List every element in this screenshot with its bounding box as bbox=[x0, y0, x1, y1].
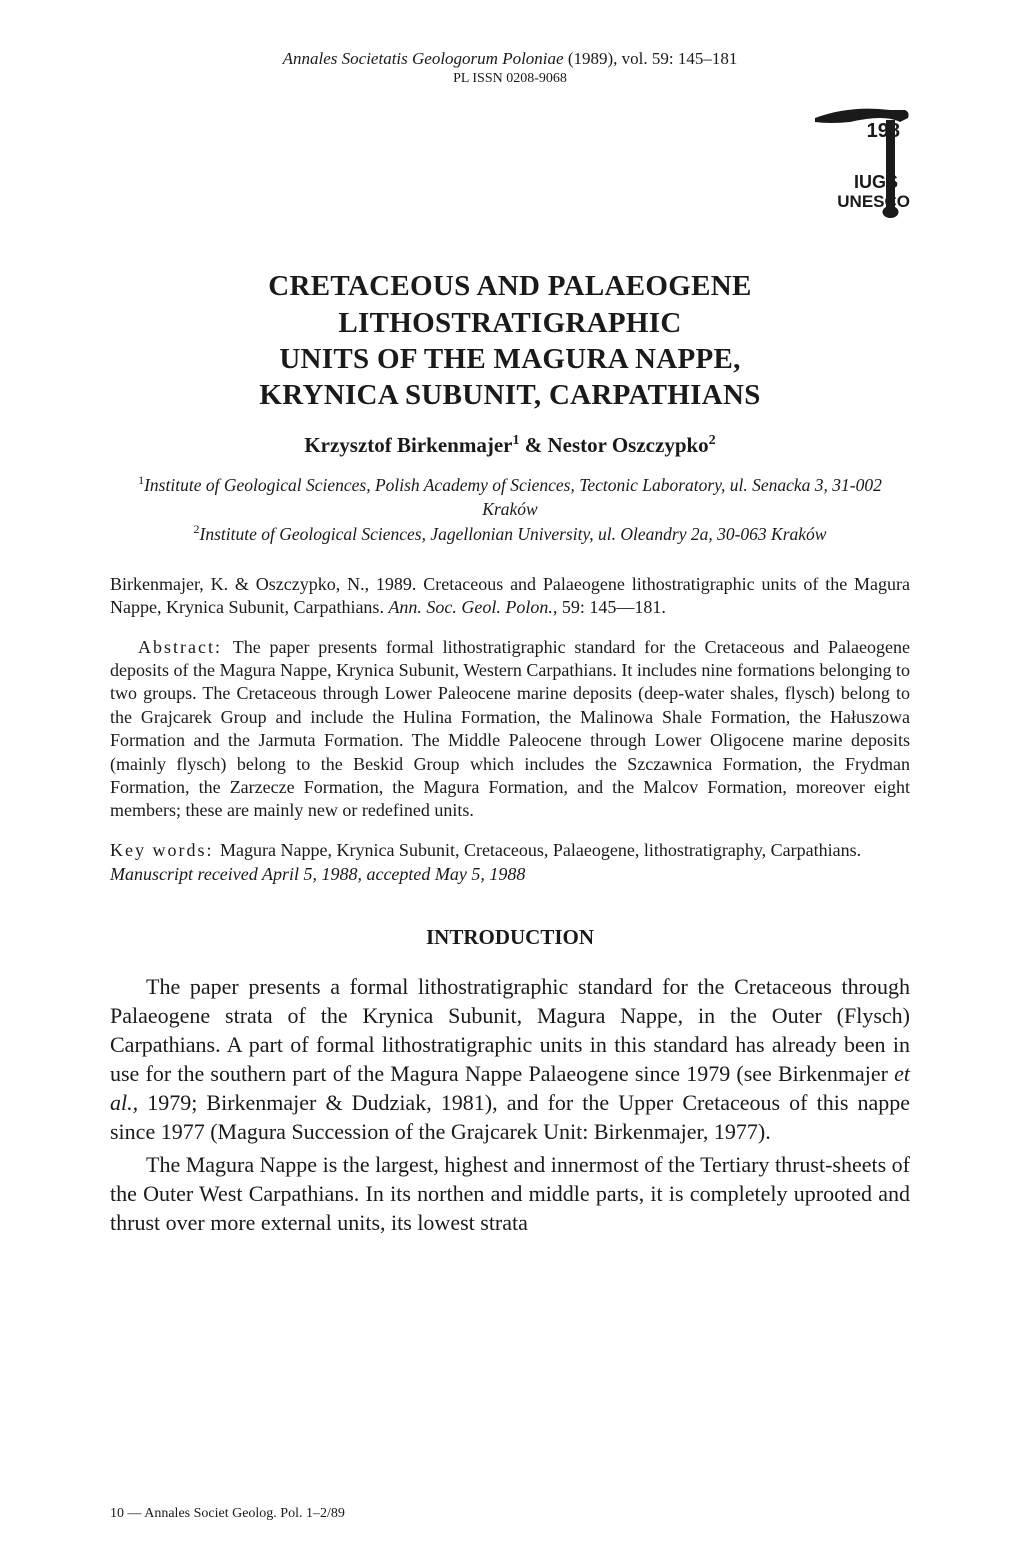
keywords-block: Key words: Magura Nappe, Krynica Subunit… bbox=[110, 839, 910, 862]
keywords-label: Key words: bbox=[110, 840, 220, 860]
p1-text-b: 1979; Birkenmajer & Dudziak, 1981), and … bbox=[110, 1090, 910, 1144]
affil-1-text: Institute of Geological Sciences, Polish… bbox=[144, 475, 882, 519]
affiliations: 1Institute of Geological Sciences, Polis… bbox=[110, 472, 910, 547]
citation-pages: 59: 145—181. bbox=[557, 597, 666, 617]
authors-amp: & bbox=[520, 433, 548, 457]
journal-header: Annales Societatis Geologorum Poloniae (… bbox=[110, 48, 910, 88]
title-line-3: UNITS OF THE MAGURA NAPPE, bbox=[110, 341, 910, 377]
author-1: Krzysztof Birkenmajer bbox=[304, 433, 512, 457]
journal-citation-line: Annales Societatis Geologorum Poloniae (… bbox=[110, 48, 910, 70]
author-2-sup: 2 bbox=[709, 433, 716, 448]
abstract-label: Abstract: bbox=[138, 637, 233, 657]
author-1-sup: 1 bbox=[513, 433, 520, 448]
affiliation-2: 2Institute of Geological Sciences, Jagel… bbox=[110, 521, 910, 546]
iugs-logo: 198 IUGS UNESCO bbox=[810, 100, 910, 220]
title-line-4: KRYNICA SUBUNIT, CARPATHIANS bbox=[110, 377, 910, 413]
body-paragraph-1: The paper presents a formal lithostratig… bbox=[110, 972, 910, 1146]
abstract-block: Abstract: The paper presents formal lith… bbox=[110, 636, 910, 823]
title-line-1: CRETACEOUS AND PALAEOGENE bbox=[110, 268, 910, 304]
logo-iugs-text: IUGS bbox=[854, 175, 898, 190]
author-2: Nestor Oszczypko bbox=[548, 433, 709, 457]
article-title: CRETACEOUS AND PALAEOGENE LITHOSTRATIGRA… bbox=[110, 268, 910, 413]
affiliation-1: 1Institute of Geological Sciences, Polis… bbox=[110, 472, 910, 521]
manuscript-dates: Manuscript received April 5, 1988, accep… bbox=[110, 864, 910, 885]
section-heading-introduction: INTRODUCTION bbox=[110, 925, 910, 950]
page-footer: 10 — Annales Societ Geolog. Pol. 1–2/89 bbox=[110, 1506, 345, 1522]
journal-name: Annales Societatis Geologorum Poloniae bbox=[283, 49, 564, 68]
journal-issn: PL ISSN 0208-9068 bbox=[110, 70, 910, 88]
citation-journal: Ann. Soc. Geol. Polon., bbox=[388, 597, 557, 617]
p1-text-a: The paper presents a formal lithostratig… bbox=[110, 974, 910, 1086]
citation-line: Birkenmajer, K. & Oszczypko, N., 1989. C… bbox=[110, 573, 910, 620]
authors-line: Krzysztof Birkenmajer1 & Nestor Oszczypk… bbox=[110, 433, 910, 458]
body-paragraph-2: The Magura Nappe is the largest, highest… bbox=[110, 1150, 910, 1237]
title-line-2: LITHOSTRATIGRAPHIC bbox=[110, 305, 910, 341]
keywords-text: Magura Nappe, Krynica Subunit, Cretaceou… bbox=[220, 840, 861, 860]
affil-2-text: Institute of Geological Sciences, Jagell… bbox=[200, 524, 827, 544]
logo-unesco-text: UNESCO bbox=[837, 192, 910, 212]
logo-number: 198 bbox=[867, 120, 900, 143]
abstract-text: The paper presents formal lithostratigra… bbox=[110, 637, 910, 821]
journal-vol-pages: (1989), vol. 59: 145–181 bbox=[564, 49, 738, 68]
